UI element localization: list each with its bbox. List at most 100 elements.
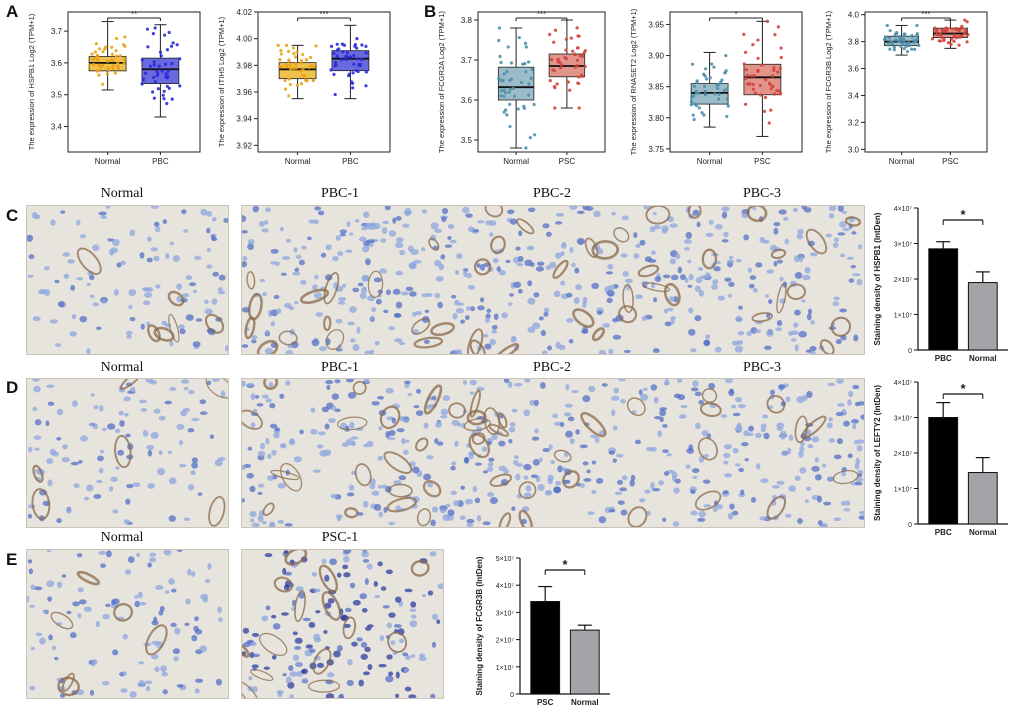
stained-structure [76,247,102,275]
nucleus [444,244,453,248]
nucleus [452,312,458,320]
data-point [530,67,534,72]
nucleus [491,433,498,441]
nucleus [323,449,332,457]
stained-structure [57,676,80,697]
nucleus [160,665,167,673]
data-point [910,35,914,39]
nucleus [66,610,72,615]
nucleus [797,518,803,524]
data-point [333,92,337,97]
nucleus [805,486,812,491]
nucleus [313,633,321,641]
nucleus [251,664,259,669]
data-point [555,82,559,86]
nucleus [199,399,207,405]
nucleus [814,474,822,481]
nucleus [460,485,466,490]
tissue-background [27,206,228,354]
micro-label-d-pbc3: PBC-3 [742,360,782,375]
nucleus [194,616,199,622]
nucleus [101,680,110,686]
data-point [123,44,127,48]
nucleus [249,511,257,518]
nucleus [47,479,53,487]
data-point [933,26,937,30]
nucleus [731,340,740,346]
nucleus [687,284,693,288]
nucleus [437,583,443,590]
nucleus [591,460,597,465]
nucleus [457,422,462,427]
nucleus [809,252,818,257]
nucleus [358,679,364,687]
nucleus [810,320,816,325]
nucleus [421,209,427,214]
bar-pbc [928,248,959,351]
nucleus [505,259,511,264]
nucleus [734,345,743,353]
nucleus [399,249,406,256]
nucleus [249,485,256,493]
nucleus [93,494,102,500]
nucleus [440,254,446,260]
nucleus [363,671,370,676]
nucleus [728,281,735,287]
nucleus [298,259,305,266]
nucleus [437,301,443,309]
stained-structure [168,313,180,343]
data-point [577,81,581,86]
nucleus [28,568,34,575]
nucleus [373,580,378,587]
stained-structure [687,206,702,219]
nucleus [90,393,95,397]
stained-structure [50,611,74,630]
nucleus [352,343,360,352]
nucleus [349,306,357,314]
nucleus [485,220,493,226]
nucleus [54,343,62,348]
nucleus [776,319,783,326]
nucleus [56,518,62,524]
nucleus [620,509,628,516]
data-point [580,54,585,58]
data-point [169,44,174,48]
nucleus [346,679,354,687]
data-point [548,78,552,83]
data-point [767,81,772,85]
nucleus [335,234,341,241]
nucleus [535,266,544,272]
nucleus [612,458,617,463]
nucleus [348,484,355,491]
data-point [292,52,296,56]
nucleus [555,221,563,225]
nucleus [410,601,417,608]
data-point [907,41,911,45]
nucleus [292,631,298,636]
nucleus [734,463,741,467]
nucleus [593,210,601,218]
data-point [772,66,776,70]
nucleus [363,379,370,383]
nucleus [314,206,322,211]
nucleus [828,213,835,219]
nucleus [703,453,710,458]
nucleus [463,269,468,277]
nucleus [436,441,444,446]
stained-structure [751,312,774,323]
nucleus [197,492,203,496]
data-point [700,111,704,115]
nucleus [247,239,255,245]
stained-structure [167,290,185,307]
stained-structure [383,451,413,474]
nucleus [487,462,494,467]
nucleus [732,447,739,454]
nucleus [554,252,562,259]
nucleus [261,615,269,622]
nucleus [105,550,112,558]
stained-structure [553,449,572,463]
nucleus [246,472,254,479]
y-tick-label: 1×10⁷ [496,665,515,672]
